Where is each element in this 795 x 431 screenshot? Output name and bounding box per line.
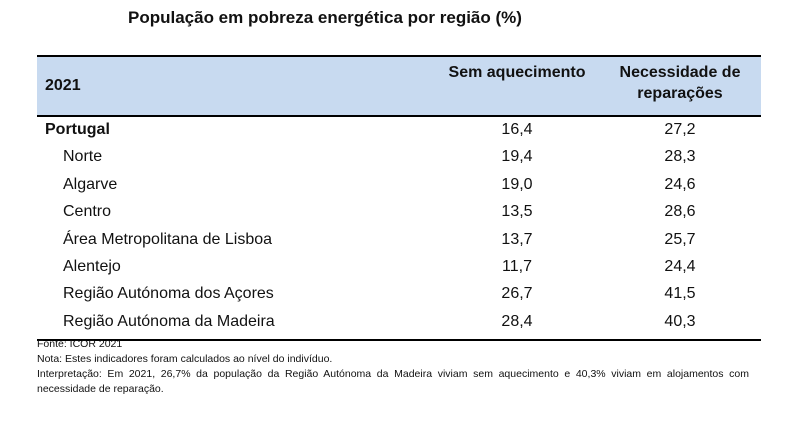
table-row: Alentejo 11,7 24,4: [37, 254, 761, 281]
row-region: Portugal: [45, 121, 110, 138]
row-sem-aquecimento: 26,7: [501, 285, 533, 303]
table-row: Região Autónoma da Madeira 28,4 40,3: [37, 309, 761, 336]
row-sem-aquecimento: 13,5: [501, 203, 533, 221]
data-table: 2021 Sem aquecimento Necessidade de repa…: [37, 55, 761, 342]
row-reparacoes: 41,5: [664, 285, 696, 303]
table-row: Portugal 16,4 27,2: [37, 117, 761, 144]
table-row: Centro 13,5 28,6: [37, 199, 761, 226]
row-region: Algarve: [63, 175, 118, 193]
row-region: Região Autónoma da Madeira: [63, 312, 275, 330]
table-notes: Fonte: ICOR 2021 Nota: Estes indicadores…: [37, 337, 749, 397]
row-reparacoes: 28,6: [664, 203, 696, 221]
table-row: Região Autónoma dos Açores 26,7 41,5: [37, 281, 761, 308]
header-reparacoes: Necessidade de reparações: [619, 64, 741, 102]
table-row: Norte 19,4 28,3: [37, 144, 761, 171]
row-sem-aquecimento: 19,4: [501, 148, 533, 166]
table-title: População em pobreza energética por regi…: [128, 8, 522, 27]
row-reparacoes: 24,4: [664, 257, 696, 275]
table-body: Portugal 16,4 27,2 Norte 19,4 28,3 Algar…: [37, 117, 761, 342]
table-row: Algarve 19,0 24,6: [37, 172, 761, 199]
interpretation-note: Interpretação: Em 2021, 26,7% da populaç…: [37, 368, 749, 395]
row-sem-aquecimento: 11,7: [502, 257, 532, 275]
header-year: 2021: [45, 77, 81, 94]
row-region: Centro: [63, 203, 112, 221]
row-region: Área Metropolitana de Lisboa: [63, 230, 273, 248]
row-reparacoes: 24,6: [664, 175, 696, 193]
row-region: Norte: [63, 148, 103, 166]
row-sem-aquecimento: 19,0: [501, 175, 533, 193]
row-reparacoes: 28,3: [664, 148, 696, 166]
row-sem-aquecimento: 13,7: [501, 230, 533, 248]
source-note: Fonte: ICOR 2021: [37, 338, 123, 350]
row-sem-aquecimento: 28,4: [501, 312, 533, 330]
row-region: Alentejo: [63, 257, 121, 275]
row-region: Região Autónoma dos Açores: [63, 285, 274, 303]
method-note: Nota: Estes indicadores foram calculados…: [37, 353, 333, 365]
table-header: 2021 Sem aquecimento Necessidade de repa…: [37, 55, 761, 117]
row-reparacoes: 40,3: [664, 312, 696, 330]
row-reparacoes: 27,2: [664, 121, 696, 138]
header-sem-aquecimento: Sem aquecimento: [448, 64, 586, 81]
row-reparacoes: 25,7: [664, 230, 696, 248]
row-sem-aquecimento: 16,4: [501, 121, 533, 138]
table-row: Área Metropolitana de Lisboa 13,7 25,7: [37, 227, 761, 254]
